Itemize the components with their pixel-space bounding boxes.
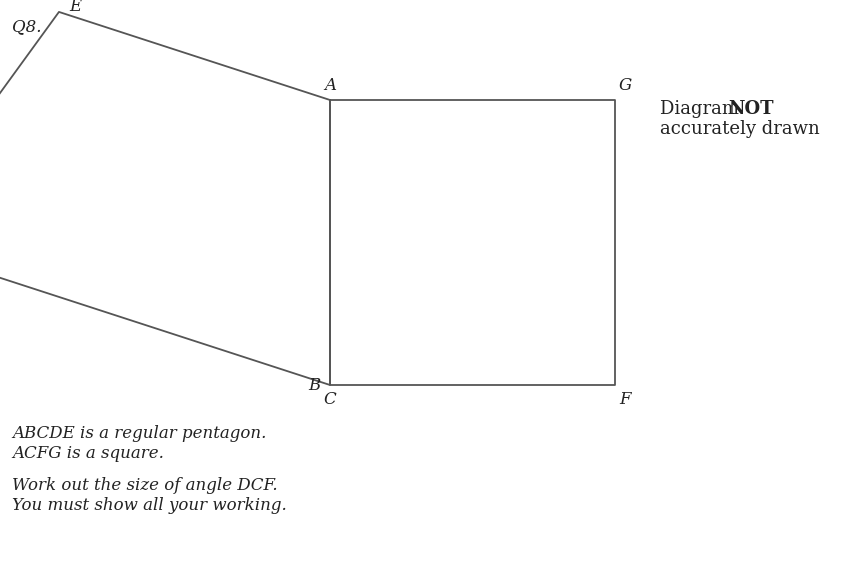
Text: A: A <box>324 78 336 95</box>
Text: accurately drawn: accurately drawn <box>660 120 820 138</box>
Text: B: B <box>308 377 320 394</box>
Text: Q8.: Q8. <box>12 18 41 35</box>
Text: ACFG is a square.: ACFG is a square. <box>12 445 164 462</box>
Text: You must show all your working.: You must show all your working. <box>12 497 287 514</box>
Text: Diagram: Diagram <box>660 100 745 118</box>
Text: ABCDE is a regular pentagon.: ABCDE is a regular pentagon. <box>12 425 267 442</box>
Text: G: G <box>618 78 632 95</box>
Text: NOT: NOT <box>728 100 774 118</box>
Text: F: F <box>619 391 631 409</box>
Text: C: C <box>324 391 336 409</box>
Text: Work out the size of angle DCF.: Work out the size of angle DCF. <box>12 477 278 494</box>
Text: E: E <box>69 0 81 15</box>
